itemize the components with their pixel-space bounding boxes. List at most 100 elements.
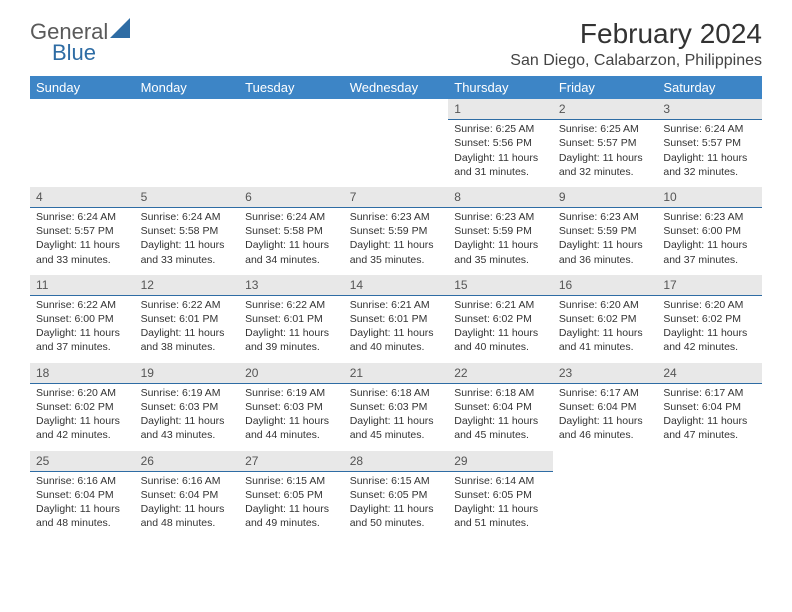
calendar-day-cell: 7Sunrise: 6:23 AMSunset: 5:59 PMDaylight…: [344, 187, 449, 275]
calendar-day-cell: 24Sunrise: 6:17 AMSunset: 6:04 PMDayligh…: [657, 363, 762, 451]
calendar-week-row: 25Sunrise: 6:16 AMSunset: 6:04 PMDayligh…: [30, 451, 762, 539]
day-number: 23: [553, 363, 658, 384]
daylight-line: Daylight: 11 hours and 44 minutes.: [245, 414, 338, 442]
day-body: Sunrise: 6:24 AMSunset: 5:57 PMDaylight:…: [657, 120, 762, 187]
day-number: 14: [344, 275, 449, 296]
day-number: 8: [448, 187, 553, 208]
day-number: 2: [553, 99, 658, 120]
calendar-day-cell: 18Sunrise: 6:20 AMSunset: 6:02 PMDayligh…: [30, 363, 135, 451]
sunset-line: Sunset: 6:01 PM: [350, 312, 443, 326]
sunrise-line: Sunrise: 6:23 AM: [663, 210, 756, 224]
calendar-day-cell: [30, 99, 135, 187]
sunset-line: Sunset: 5:59 PM: [350, 224, 443, 238]
calendar-day-cell: 3Sunrise: 6:24 AMSunset: 5:57 PMDaylight…: [657, 99, 762, 187]
sunrise-line: Sunrise: 6:17 AM: [663, 386, 756, 400]
sunset-line: Sunset: 6:05 PM: [245, 488, 338, 502]
sunrise-line: Sunrise: 6:15 AM: [350, 474, 443, 488]
sunrise-line: Sunrise: 6:23 AM: [350, 210, 443, 224]
day-number: 1: [448, 99, 553, 120]
calendar-day-cell: [135, 99, 240, 187]
sail-icon: [110, 18, 136, 45]
sunrise-line: Sunrise: 6:24 AM: [663, 122, 756, 136]
daylight-line: Daylight: 11 hours and 31 minutes.: [454, 151, 547, 179]
day-number: 20: [239, 363, 344, 384]
sunset-line: Sunset: 6:04 PM: [454, 400, 547, 414]
sunrise-line: Sunrise: 6:18 AM: [454, 386, 547, 400]
day-body: Sunrise: 6:14 AMSunset: 6:05 PMDaylight:…: [448, 472, 553, 539]
daylight-line: Daylight: 11 hours and 37 minutes.: [663, 238, 756, 266]
calendar-day-cell: 27Sunrise: 6:15 AMSunset: 6:05 PMDayligh…: [239, 451, 344, 539]
sunset-line: Sunset: 6:05 PM: [454, 488, 547, 502]
day-body: Sunrise: 6:22 AMSunset: 6:00 PMDaylight:…: [30, 296, 135, 363]
sunset-line: Sunset: 6:04 PM: [559, 400, 652, 414]
sunrise-line: Sunrise: 6:15 AM: [245, 474, 338, 488]
weekday-header: Tuesday: [239, 76, 344, 99]
sunrise-line: Sunrise: 6:16 AM: [141, 474, 234, 488]
calendar-day-cell: 21Sunrise: 6:18 AMSunset: 6:03 PMDayligh…: [344, 363, 449, 451]
sunset-line: Sunset: 6:02 PM: [454, 312, 547, 326]
calendar-day-cell: 2Sunrise: 6:25 AMSunset: 5:57 PMDaylight…: [553, 99, 658, 187]
day-body: Sunrise: 6:19 AMSunset: 6:03 PMDaylight:…: [239, 384, 344, 451]
weekday-header: Sunday: [30, 76, 135, 99]
sunset-line: Sunset: 6:01 PM: [245, 312, 338, 326]
day-number: 5: [135, 187, 240, 208]
sunset-line: Sunset: 5:57 PM: [36, 224, 129, 238]
day-body: Sunrise: 6:20 AMSunset: 6:02 PMDaylight:…: [30, 384, 135, 451]
day-number: 26: [135, 451, 240, 472]
daylight-line: Daylight: 11 hours and 33 minutes.: [36, 238, 129, 266]
calendar-day-cell: 16Sunrise: 6:20 AMSunset: 6:02 PMDayligh…: [553, 275, 658, 363]
sunrise-line: Sunrise: 6:24 AM: [245, 210, 338, 224]
page-title: February 2024: [510, 18, 762, 50]
weekday-header: Wednesday: [344, 76, 449, 99]
day-number: 13: [239, 275, 344, 296]
weekday-header-row: SundayMondayTuesdayWednesdayThursdayFrid…: [30, 76, 762, 99]
sunset-line: Sunset: 6:04 PM: [36, 488, 129, 502]
calendar-day-cell: 11Sunrise: 6:22 AMSunset: 6:00 PMDayligh…: [30, 275, 135, 363]
daylight-line: Daylight: 11 hours and 45 minutes.: [454, 414, 547, 442]
sunrise-line: Sunrise: 6:19 AM: [245, 386, 338, 400]
sunset-line: Sunset: 5:57 PM: [559, 136, 652, 150]
day-number: 6: [239, 187, 344, 208]
day-body: Sunrise: 6:23 AMSunset: 5:59 PMDaylight:…: [344, 208, 449, 275]
calendar-day-cell: 19Sunrise: 6:19 AMSunset: 6:03 PMDayligh…: [135, 363, 240, 451]
daylight-line: Daylight: 11 hours and 48 minutes.: [36, 502, 129, 530]
daylight-line: Daylight: 11 hours and 42 minutes.: [36, 414, 129, 442]
day-body: Sunrise: 6:16 AMSunset: 6:04 PMDaylight:…: [30, 472, 135, 539]
calendar-day-cell: 28Sunrise: 6:15 AMSunset: 6:05 PMDayligh…: [344, 451, 449, 539]
sunrise-line: Sunrise: 6:22 AM: [141, 298, 234, 312]
daylight-line: Daylight: 11 hours and 40 minutes.: [454, 326, 547, 354]
sunset-line: Sunset: 6:03 PM: [245, 400, 338, 414]
sunset-line: Sunset: 6:04 PM: [663, 400, 756, 414]
daylight-line: Daylight: 11 hours and 47 minutes.: [663, 414, 756, 442]
sunrise-line: Sunrise: 6:20 AM: [36, 386, 129, 400]
daylight-line: Daylight: 11 hours and 46 minutes.: [559, 414, 652, 442]
weekday-header: Friday: [553, 76, 658, 99]
calendar-table: SundayMondayTuesdayWednesdayThursdayFrid…: [30, 76, 762, 538]
sunrise-line: Sunrise: 6:23 AM: [454, 210, 547, 224]
sunset-line: Sunset: 5:59 PM: [454, 224, 547, 238]
daylight-line: Daylight: 11 hours and 32 minutes.: [663, 151, 756, 179]
daylight-line: Daylight: 11 hours and 37 minutes.: [36, 326, 129, 354]
day-number: 28: [344, 451, 449, 472]
day-number: 27: [239, 451, 344, 472]
day-body: Sunrise: 6:22 AMSunset: 6:01 PMDaylight:…: [239, 296, 344, 363]
daylight-line: Daylight: 11 hours and 45 minutes.: [350, 414, 443, 442]
sunrise-line: Sunrise: 6:21 AM: [350, 298, 443, 312]
day-body: Sunrise: 6:23 AMSunset: 5:59 PMDaylight:…: [553, 208, 658, 275]
day-number: 10: [657, 187, 762, 208]
day-number: 19: [135, 363, 240, 384]
sunset-line: Sunset: 6:03 PM: [141, 400, 234, 414]
calendar-day-cell: 15Sunrise: 6:21 AMSunset: 6:02 PMDayligh…: [448, 275, 553, 363]
daylight-line: Daylight: 11 hours and 50 minutes.: [350, 502, 443, 530]
sunrise-line: Sunrise: 6:23 AM: [559, 210, 652, 224]
calendar-day-cell: [657, 451, 762, 539]
sunset-line: Sunset: 6:02 PM: [559, 312, 652, 326]
day-body: Sunrise: 6:17 AMSunset: 6:04 PMDaylight:…: [553, 384, 658, 451]
sunrise-line: Sunrise: 6:19 AM: [141, 386, 234, 400]
day-body: Sunrise: 6:24 AMSunset: 5:58 PMDaylight:…: [135, 208, 240, 275]
sunrise-line: Sunrise: 6:22 AM: [36, 298, 129, 312]
sunset-line: Sunset: 6:03 PM: [350, 400, 443, 414]
daylight-line: Daylight: 11 hours and 38 minutes.: [141, 326, 234, 354]
day-number: 11: [30, 275, 135, 296]
day-number: 22: [448, 363, 553, 384]
